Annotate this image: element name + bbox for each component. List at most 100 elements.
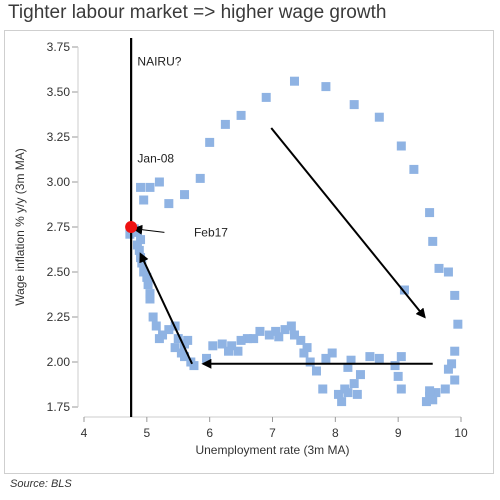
data-point [289,76,299,86]
data-point [428,236,438,246]
data-point [280,325,290,335]
data-point [289,330,299,340]
data-point [180,190,190,200]
y-tick-label: 3.00 [47,175,71,189]
x-tick-label: 6 [206,426,213,440]
data-point [296,335,306,345]
data-point [220,119,230,129]
data-point [202,353,212,363]
data-point [249,334,259,344]
data-point [374,353,384,363]
data-point [242,334,252,344]
source-note: Source: BLS [10,478,72,490]
data-point [396,384,406,394]
data-point [145,294,155,304]
x-tick-label: 10 [454,426,468,440]
data-point [453,319,463,329]
data-point [205,137,215,147]
data-point [305,357,315,367]
data-point [145,182,155,192]
data-point [173,334,183,344]
data-point [255,326,265,336]
data-point [399,285,409,295]
data-point [164,325,174,335]
x-tick-label: 9 [395,426,402,440]
data-point [425,386,435,396]
data-point [431,388,441,398]
data-point [139,267,149,277]
data-point [299,348,309,358]
data-point [227,341,237,351]
x-tick-label: 8 [332,426,339,440]
data-point [125,229,135,239]
y-tick-label: 3.75 [47,40,71,54]
data-point [286,321,296,331]
data-point [132,240,142,250]
data-point [170,343,180,353]
data-point [355,370,365,380]
annotation-arrows [132,127,433,369]
data-point [349,379,359,389]
data-point [176,348,186,358]
data-point [139,195,149,205]
data-point [421,397,431,407]
data-point [183,335,193,345]
annotation-label: Feb17 [194,225,228,239]
data-point [302,343,312,353]
data-point [164,199,174,209]
data-point [217,339,227,349]
data-point [142,272,152,282]
data-point [349,100,359,110]
data-point [390,361,400,371]
annotation-arrow [132,224,165,235]
data-point [365,352,375,362]
chart-frame [4,30,494,474]
data-point [450,346,460,356]
data-point [450,375,460,385]
x-axis-title: Unemployment rate (3m MA) [195,443,349,457]
data-point [374,112,384,122]
data-point [145,289,155,299]
data-point [409,164,419,174]
data-point [134,245,144,255]
data-point [236,335,246,345]
axes: 4 5 6 7 8 9 10 1.75 2.00 2.25 2.50 2.75 3.00 3.25 3.50… [47,40,468,440]
data-point [434,263,444,273]
data-point [154,334,164,344]
data-point [136,182,146,192]
data-point [443,364,453,374]
y-axis-title: Wage inflation % y/y (3m MA) [13,148,27,306]
data-point [261,92,271,102]
x-tick-label: 7 [269,426,276,440]
data-point [233,346,243,356]
chart-title: Tighter labour market => higher wage gro… [8,2,387,23]
data-point [450,290,460,300]
feb17-point [125,221,138,233]
data-point [440,384,450,394]
data-point [343,362,353,372]
data-point [393,371,403,381]
data-point [337,397,347,407]
data-point [151,321,161,331]
data-point [352,389,362,399]
data-point [136,235,146,245]
y-tick-label: 3.25 [47,130,71,144]
overlay: Jan-08 NAIRU? Feb17 [125,38,228,417]
data-point [264,330,274,340]
y-tick-label: 3.50 [47,85,71,99]
data-point [208,341,218,351]
data-point [195,173,205,183]
data-point [271,326,281,336]
data-point [428,395,438,405]
y-tick-label: 2.25 [47,310,71,324]
data-point [333,389,343,399]
data-point [154,177,164,187]
data-point [396,352,406,362]
data-point [321,353,331,363]
data-point [236,110,246,120]
data-point [148,312,158,322]
data-point [318,384,328,394]
annotation-label: Jan-08 [137,152,174,166]
data-point [224,346,234,356]
